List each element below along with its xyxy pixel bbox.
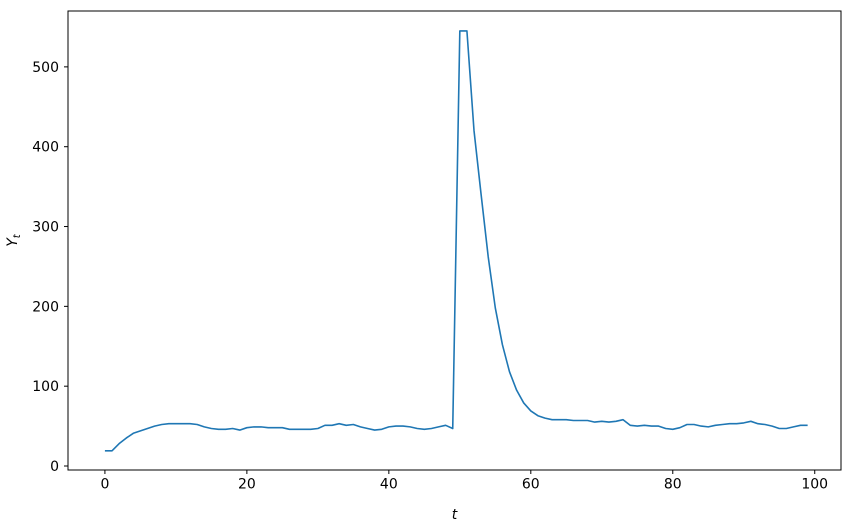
x-tick-label: 0 — [100, 477, 109, 493]
series-line — [104, 30, 808, 452]
y-tick-label: 0 — [50, 459, 59, 475]
plot-frame — [67, 10, 842, 471]
y-tick-label: 200 — [32, 299, 59, 315]
y-tick-label: 500 — [32, 60, 59, 76]
x-tick-label: 60 — [522, 477, 540, 493]
x-tick-label: 20 — [238, 477, 256, 493]
y-tick-label: 400 — [32, 140, 59, 156]
x-tick-label: 80 — [664, 477, 682, 493]
y-axis-label: Yt — [5, 233, 23, 247]
x-tick-label: 40 — [380, 477, 398, 493]
x-axis-label: t — [452, 507, 458, 523]
y-tick-label: 300 — [32, 219, 59, 235]
y-tick-label: 100 — [32, 379, 59, 395]
x-tick-label: 100 — [801, 477, 828, 493]
